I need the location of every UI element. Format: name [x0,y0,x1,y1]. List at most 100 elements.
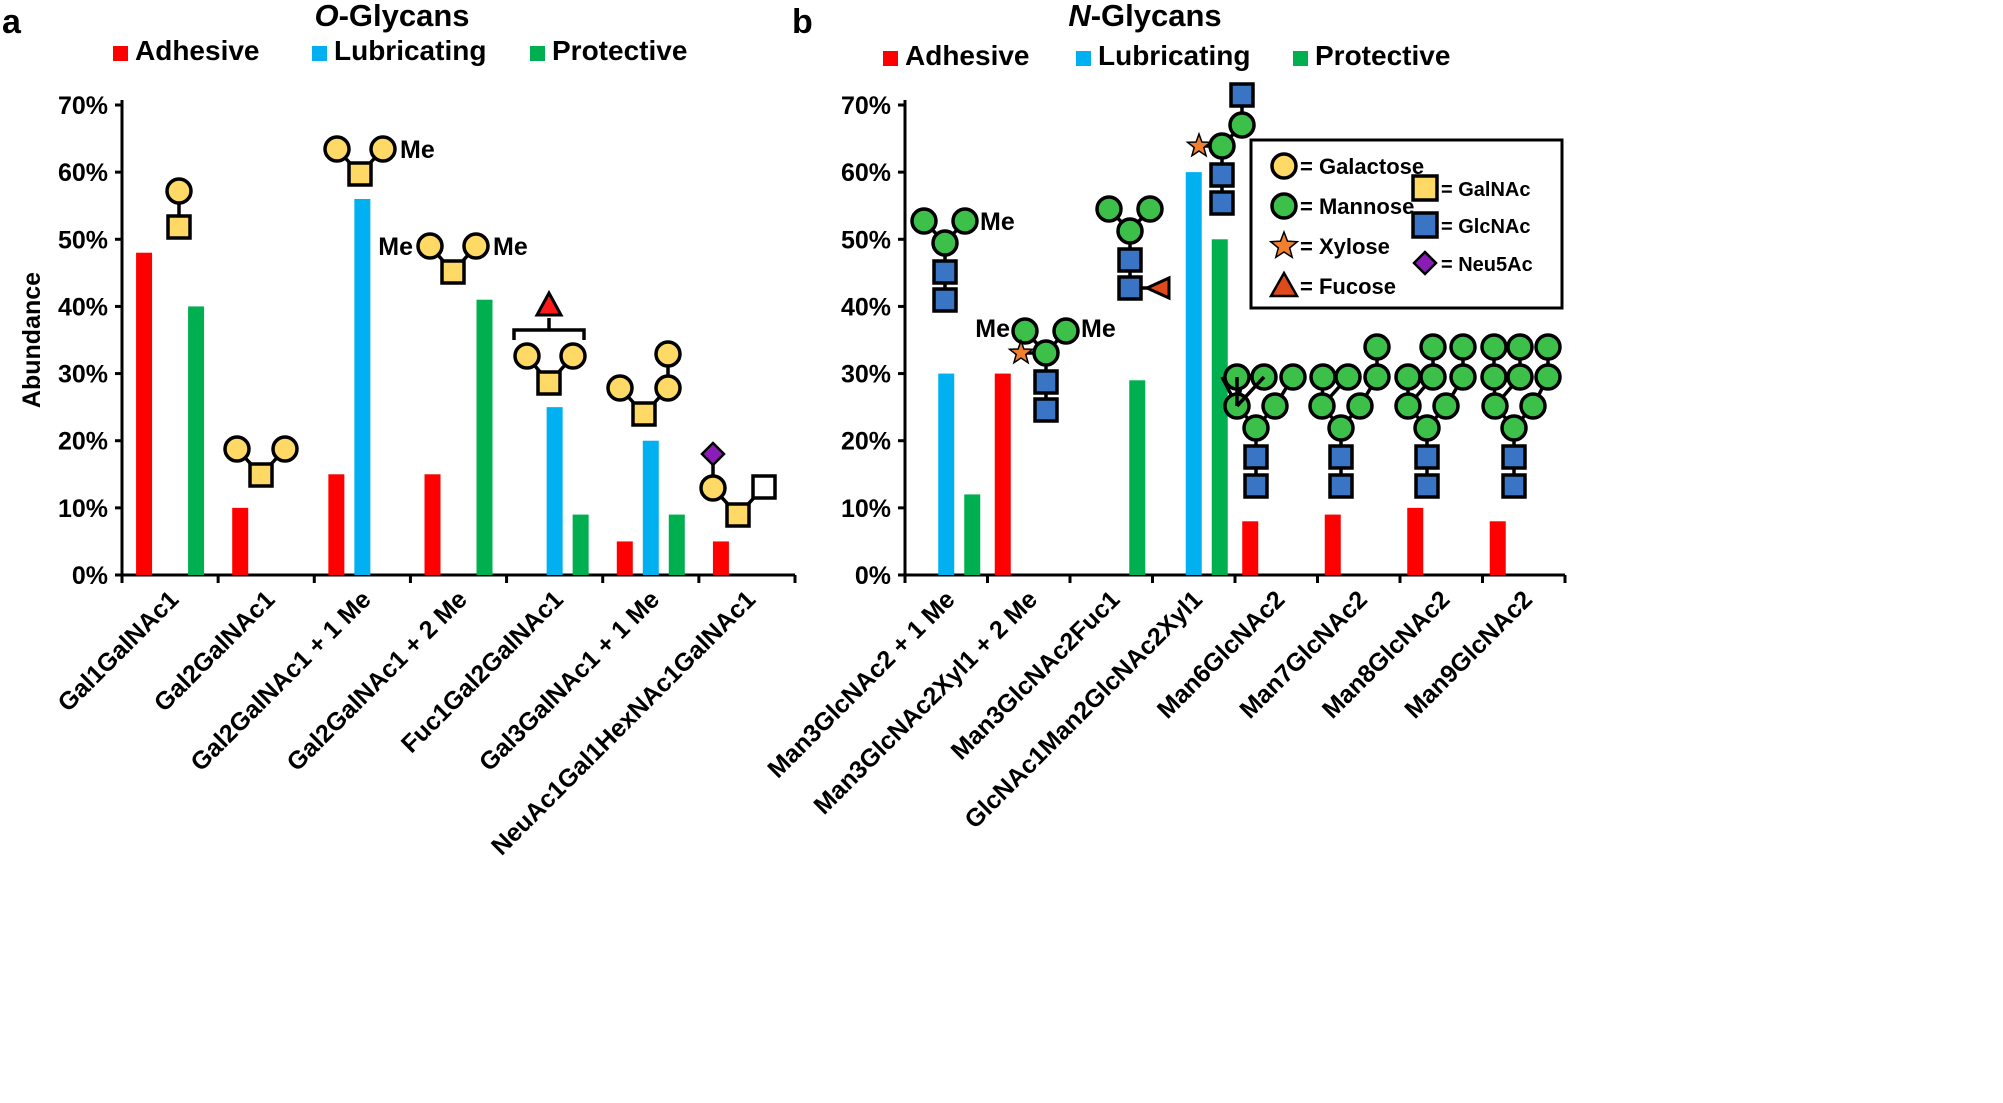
galactose-icon [223,435,251,463]
galnac-icon [725,502,751,528]
bar-adhesive [136,252,153,575]
bar-lubricating [546,407,563,575]
xylose-icon [1185,131,1213,158]
galactose-icon [513,342,541,370]
mannose-icon [1480,333,1508,361]
mannose-icon [1481,392,1509,420]
galnac-icon [248,462,274,488]
bar-adhesive [232,507,249,575]
linkage-bracket [512,318,586,340]
legend-symbol-label: = Neu5Ac [1441,254,1533,276]
y-tick-label: 0% [855,562,891,590]
mannose-icon [951,207,979,235]
bar-adhesive [1242,521,1259,575]
mannose-icon [910,207,938,235]
glycosidic-bond [1235,375,1266,408]
glcnac-icon [1243,444,1269,470]
mannose-icon [1052,317,1080,345]
legend-swatch [312,46,327,61]
legend-symbol-label: = GalNAc [1441,179,1530,201]
mannose-icon [1394,392,1422,420]
galactose-icon [369,135,397,163]
mannose-icon [1242,414,1270,442]
mannose-icon [1346,392,1374,420]
legend-frame [1249,138,1564,310]
legend-symbol-label: = Galactose [1300,154,1424,179]
mannose-icon [1208,132,1236,160]
legend-symbol-label: = Xylose [1300,234,1390,259]
glcnac-icon [1033,369,1059,395]
y-tick-label: 30% [58,361,108,389]
legend-label: Adhesive [905,40,1030,71]
panel-o-glycans: a O-Glycans Adhesive Lubricating Protective 0… [2,0,797,861]
mannose-icon [1519,392,1547,420]
mannose-icon [1506,363,1534,391]
galactose-icon [271,435,299,463]
y-tick-label: 40% [58,293,108,321]
mannose-icon [1363,333,1391,361]
legend-label: Adhesive [135,35,260,66]
glcnac-icon [932,259,958,285]
legend-swatch [530,46,545,61]
legend-symbol-label: = Fucose [1300,274,1396,299]
glcnac-icon [1209,162,1235,188]
glcnac-icon [1229,82,1255,108]
chart-title-rest: -Glycans [339,0,470,33]
bar-protective [572,514,589,575]
mannose-icon [1308,392,1336,420]
galactose-icon [699,474,727,502]
mannose-icon [1449,363,1477,391]
legend-xylose-star-icon [1268,229,1300,259]
legend-label: Lubricating [334,35,486,66]
bar-adhesive [424,474,441,575]
methyl-label: Me [980,208,1015,236]
x-category-label: Gal2GalNAc1 + 2 Me [281,585,472,776]
glcnac-icon [1117,275,1143,301]
mannose-icon [1534,363,1562,391]
legend-galactose-circle-icon [1270,152,1298,180]
mannose-icon [1500,414,1528,442]
bar-protective [1129,380,1146,575]
bar-protective [188,306,205,575]
mannose-icon [1279,363,1307,391]
legend-swatch [1076,51,1091,66]
glycan-structure-diagrams: Me Me Me Me Me Me [165,82,1562,528]
x-category-label: Fuc1Gal2GalNAc1 [396,585,569,758]
galactose-icon [323,135,351,163]
legend-label: Protective [552,35,687,66]
mannose-icon [1432,392,1460,420]
mannose-icon [1327,414,1355,442]
y-tick-label: 30% [841,361,891,389]
bar-adhesive [994,373,1011,575]
bar-adhesive [712,541,729,575]
mannose-icon [1506,333,1534,361]
y-tick-label: 60% [58,159,108,187]
bar-adhesive [616,541,633,575]
y-tick-label: 20% [841,428,891,456]
bar-adhesive [1489,521,1506,575]
bar-lubricating [642,440,659,575]
legend-label: Lubricating [1098,40,1250,71]
mannose-icon [1309,363,1337,391]
mannose-icon [931,229,959,257]
y-tick-label: 0% [72,562,108,590]
y-tick-label: 20% [58,428,108,456]
legend-glcnac-square-icon [1411,211,1439,239]
mannose-icon [1363,363,1391,391]
galnac-icon [166,214,192,240]
monosaccharide-symbol-legend: = Galactose = Mannose = Xylose = Fucose = Ga… [1249,138,1564,310]
galactose-icon [165,177,193,205]
glcnac-icon [1117,247,1143,273]
y-tick-label: 50% [841,226,891,254]
bar-lubricating [354,199,371,575]
hexnac-icon [751,474,777,500]
glcnac-icon [1243,473,1269,499]
galactose-icon [559,342,587,370]
y-tick-label: 10% [58,495,108,523]
panel-letter: a [2,3,22,41]
galnac-icon [536,370,562,396]
mannose-icon [1116,217,1144,245]
legend-fucose-triangle-icon [1268,270,1300,298]
bar-protective [964,494,981,575]
galactose-icon [462,232,490,260]
